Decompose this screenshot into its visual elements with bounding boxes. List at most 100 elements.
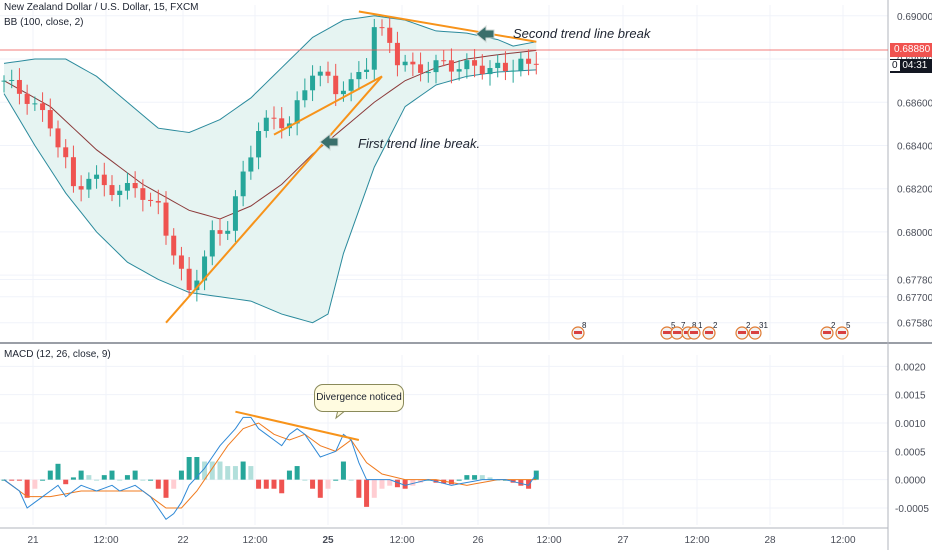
event-flag-count: 7: [681, 321, 686, 330]
macd-histogram-bar: [194, 457, 200, 480]
macd-tick-label: 0.0005: [895, 447, 926, 458]
event-flag-count: 2: [831, 321, 836, 330]
macd-histogram-bar: [186, 457, 192, 480]
candle-body: [479, 65, 485, 75]
candle-body: [410, 61, 416, 65]
candle-body: [310, 75, 316, 91]
event-flag-count: 2: [713, 321, 718, 330]
event-flag-stripe: [751, 331, 759, 334]
candle-body: [356, 72, 362, 80]
macd-histogram-bar: [101, 475, 107, 480]
macd-histogram-bar: [410, 479, 416, 486]
candle-body: [441, 60, 447, 62]
time-tick-label: 25: [322, 535, 334, 546]
countdown-tag: 0 04:31: [890, 59, 932, 73]
candle-body: [526, 58, 532, 64]
event-flag-stripe: [738, 331, 746, 334]
macd-histogram-bar: [94, 479, 100, 481]
macd-indicator-label[interactable]: MACD (12, 26, close, 9): [4, 349, 111, 360]
macd-histogram-bar: [232, 466, 238, 480]
macd-histogram-bar: [364, 479, 370, 507]
candle-body: [402, 61, 408, 66]
macd-histogram-bar: [248, 466, 254, 480]
macd-histogram-bar: [55, 463, 61, 480]
macd-histogram-bar: [132, 470, 138, 480]
macd-histogram-bar: [225, 466, 231, 480]
macd-tick-label: 0.0020: [895, 362, 926, 373]
price-tick-label: 0.67780: [897, 275, 932, 286]
candle-body: [24, 93, 30, 104]
candle-body: [333, 75, 339, 95]
candle-body: [63, 147, 69, 158]
macd-histogram-bar: [109, 470, 115, 480]
candle-body: [248, 157, 254, 172]
candle-body: [263, 117, 269, 132]
candle-body: [86, 178, 92, 190]
macd-tick-label: 0.0010: [895, 419, 926, 430]
divergence-line: [235, 410, 360, 441]
candle-body: [16, 79, 22, 94]
macd-histogram-bar: [78, 470, 84, 480]
candle-body: [364, 69, 370, 73]
bb-indicator-label[interactable]: BB (100, close, 2): [4, 17, 84, 28]
trend-line: [358, 10, 537, 43]
candle-body: [101, 174, 107, 186]
event-flag-stripe: [823, 331, 831, 334]
candle-body: [194, 280, 200, 291]
candle-body: [456, 69, 462, 72]
macd-histogram-bar: [394, 479, 400, 488]
candle-body: [155, 200, 161, 203]
candle-body: [394, 42, 400, 66]
candle-body: [256, 131, 262, 158]
price-tick-label: 0.68200: [897, 185, 932, 196]
macd-histogram-bar: [163, 479, 169, 498]
candle-body: [425, 72, 431, 74]
event-flag-count: 1: [698, 321, 703, 330]
time-tick-label: 12:00: [684, 535, 709, 546]
time-tick-label: 12:00: [830, 535, 855, 546]
divergence-callout: Divergence noticed: [314, 384, 404, 412]
time-tick-label: 21: [27, 535, 39, 546]
macd-histogram-bar: [209, 461, 215, 480]
candle-body: [472, 60, 478, 66]
time-tick-label: 28: [764, 535, 776, 546]
candle-body: [9, 79, 15, 81]
candle-body: [533, 63, 539, 65]
event-flag-count: 8: [582, 321, 587, 330]
macd-histogram-bar: [263, 479, 269, 489]
candle-body: [502, 62, 508, 72]
first-break-note: First trend line break.: [358, 136, 481, 151]
macd-histogram-bar: [533, 470, 539, 480]
macd-histogram-bar: [464, 475, 470, 480]
macd-histogram-bar: [310, 479, 316, 489]
event-flag-stripe: [838, 331, 846, 334]
candle-body: [55, 128, 61, 148]
event-flag-count: 5: [671, 321, 676, 330]
macd-tick-label: 0.0015: [895, 391, 926, 402]
macd-histogram-bar: [256, 479, 262, 489]
event-flag-stripe: [705, 331, 713, 334]
candle-body: [70, 157, 76, 187]
candle-body: [171, 235, 177, 256]
candle-body: [387, 27, 393, 43]
bb-upper-band: [3, 15, 537, 134]
macd-histogram-bar: [124, 475, 130, 480]
candle-body: [186, 268, 192, 291]
macd-histogram-bar: [279, 479, 285, 494]
event-flag-stripe: [673, 331, 681, 334]
macd-histogram-bar: [302, 479, 308, 481]
macd-histogram-bar: [202, 461, 208, 480]
candle-body: [178, 255, 184, 269]
macd-histogram-bar: [148, 479, 154, 481]
macd-histogram-bar: [333, 479, 339, 481]
macd-histogram-bar: [371, 479, 377, 498]
price-tick-label: 0.68000: [897, 228, 932, 239]
candle-body: [78, 186, 84, 190]
trend-line: [273, 75, 383, 136]
macd-histogram-bar: [286, 470, 292, 480]
macd-tick-label: 0.0000: [895, 476, 926, 487]
candle-body: [325, 71, 331, 76]
macd-histogram-bar: [63, 479, 69, 485]
macd-line: [3, 416, 537, 521]
